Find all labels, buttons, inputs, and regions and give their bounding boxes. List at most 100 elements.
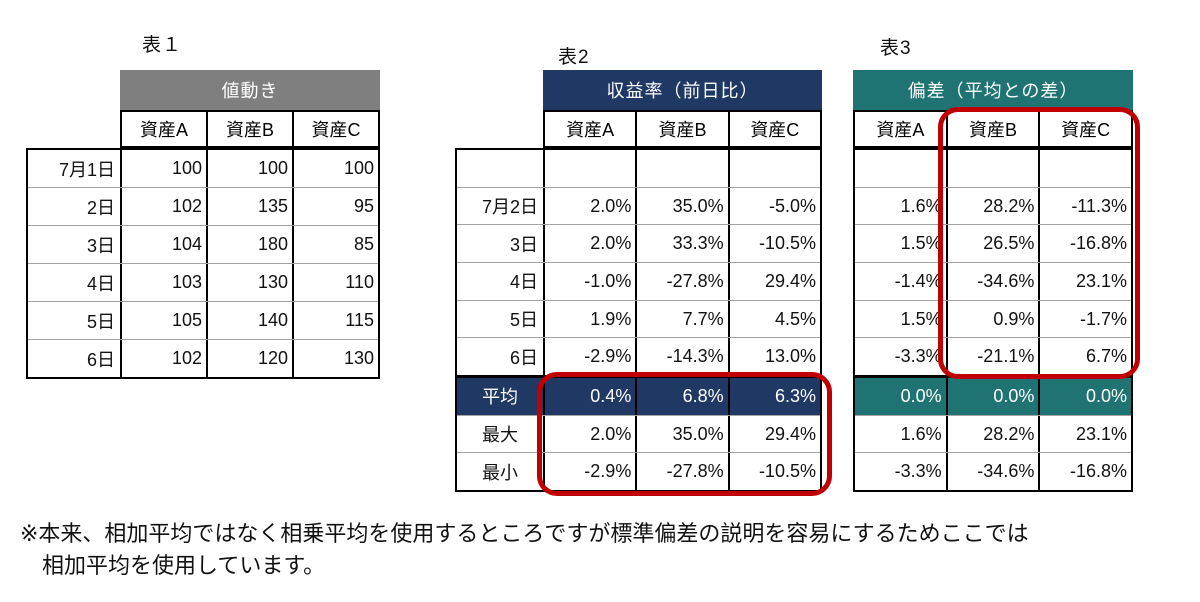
cell-value: 85 xyxy=(353,234,374,254)
cell-value: 35.0% xyxy=(637,415,730,453)
column-header: 資産A xyxy=(545,112,638,146)
cell-value: -34.6% xyxy=(948,453,1041,491)
cell-value: 6.3% xyxy=(774,385,816,406)
footnote-line2: 相加平均を使用しています。 xyxy=(42,552,326,578)
table-row: 平均 0.4% 6.8% 6.3% xyxy=(457,375,820,415)
table-row: 0.0% 0.0% 0.0% xyxy=(855,375,1131,415)
column-header: 資産C xyxy=(750,120,800,140)
table-row: 1.5% 0.9% -1.7% xyxy=(855,299,1131,338)
row-label: 5日 xyxy=(28,302,122,339)
cell-value: 4.5% xyxy=(774,308,816,329)
cell-value: -27.8% xyxy=(637,453,730,491)
table2-title: 表2 xyxy=(558,47,590,68)
table-row: 7月2日 2.0% 35.0% -5.0% xyxy=(457,186,820,225)
cell-value: 1.6% xyxy=(855,187,948,225)
column-header: 資産A xyxy=(855,112,948,146)
table-row: 7月1日 100 100 100 xyxy=(28,150,378,187)
cell-value: -14.3% xyxy=(637,338,730,376)
row-label: 7月2日 xyxy=(457,187,545,225)
row-label: 平均 xyxy=(457,378,545,415)
cell-value: 0.0% xyxy=(855,378,948,415)
cell-value: -3.3% xyxy=(855,338,948,376)
row-label: 3日 xyxy=(457,225,545,263)
cell-value: -2.9% xyxy=(545,338,638,376)
cell-value xyxy=(545,150,638,187)
row-label: 6日 xyxy=(457,338,545,376)
footnote: ※本来、相加平均ではなく相乗平均を使用するところですが標準偏差の説明を容易にする… xyxy=(20,518,1190,582)
cell-value xyxy=(730,150,820,187)
row-label xyxy=(457,150,545,187)
cell-value: 23.1% xyxy=(1075,423,1128,444)
cell-value xyxy=(948,150,1041,187)
row-label: 5日 xyxy=(457,300,545,338)
cell-value: 2.0% xyxy=(545,415,638,453)
cell-value: 33.3% xyxy=(637,225,730,263)
cell-value: -16.8% xyxy=(1069,461,1128,482)
cell-value: 95 xyxy=(353,196,374,216)
cell-value: -10.5% xyxy=(758,233,816,254)
table-row: 6日 -2.9% -14.3% 13.0% xyxy=(457,337,820,376)
cell-value: 0.0% xyxy=(948,378,1041,415)
table1-column-header-row: 資産A 資産B 資産C xyxy=(120,110,380,148)
table-row: 3日 2.0% 33.3% -10.5% xyxy=(457,224,820,263)
cell-value: 35.0% xyxy=(637,187,730,225)
cell-value xyxy=(855,150,948,187)
table-row: 1.6% 28.2% 23.1% xyxy=(855,414,1131,453)
footnote-line1: ※本来、相加平均ではなく相乗平均を使用するところですが標準偏差の説明を容易にする… xyxy=(20,521,1029,546)
cell-value: 13.0% xyxy=(764,346,816,367)
column-header: 資産C xyxy=(1061,120,1111,140)
column-header: 資産B xyxy=(948,112,1041,146)
cell-value: -10.5% xyxy=(758,461,816,482)
table2-body: 7月2日 2.0% 35.0% -5.0% 3日 2.0% 33.3% -10.5% 4日 -1.… xyxy=(455,148,822,492)
table3-body: 1.6% 28.2% -11.3% 1.5% 26.5% -16.8% -1.4% -34.6… xyxy=(853,148,1133,492)
table-row: 4日 -1.0% -27.8% 29.4% xyxy=(457,262,820,300)
table3-column-header-row: 資産A 資産B 資産C xyxy=(853,110,1133,148)
cell-value: 130 xyxy=(208,264,294,301)
table-row: 1.6% 28.2% -11.3% xyxy=(855,186,1131,225)
table2-header-band: 収益率（前日比） xyxy=(543,70,822,110)
cell-value: 115 xyxy=(345,310,374,330)
cell-value: 7.7% xyxy=(637,300,730,338)
cell-value: 26.5% xyxy=(948,225,1041,263)
cell-value: 102 xyxy=(122,188,208,225)
cell-value: -1.4% xyxy=(855,263,948,300)
table1-header-band: 値動き xyxy=(120,70,380,110)
table-row: -3.3% -21.1% 6.7% xyxy=(855,337,1131,376)
cell-value: -16.8% xyxy=(1069,233,1128,254)
cell-value: 2.0% xyxy=(545,225,638,263)
cell-value: -27.8% xyxy=(637,263,730,300)
table-row: -1.4% -34.6% 23.1% xyxy=(855,262,1131,300)
table1-body: 7月1日 100 100 100 2日 102 135 95 3日 104 180 85 4日 103 13… xyxy=(26,148,380,379)
cell-value: 29.4% xyxy=(764,270,816,291)
table3-title: 表3 xyxy=(880,38,912,59)
table-row: 最大 2.0% 35.0% 29.4% xyxy=(457,414,820,453)
row-label: 最小 xyxy=(457,453,545,491)
row-label: 4日 xyxy=(28,264,122,301)
table3-header-band: 偏差（平均との差） xyxy=(853,70,1133,110)
cell-value: 130 xyxy=(343,348,374,368)
cell-value: -21.1% xyxy=(948,338,1041,376)
cell-value: 104 xyxy=(122,226,208,263)
cell-value: 135 xyxy=(208,188,294,225)
cell-value: 102 xyxy=(122,340,208,377)
cell-value: 180 xyxy=(208,226,294,263)
cell-value: 0.0% xyxy=(1085,385,1128,406)
column-header: 資産B xyxy=(637,112,730,146)
table2-column-header-row: 資産A 資産B 資産C xyxy=(543,110,822,148)
column-header: 資産A xyxy=(122,112,208,146)
highlight-rect-table2-summary xyxy=(537,372,832,496)
row-label: 最大 xyxy=(457,415,545,453)
cell-value: -2.9% xyxy=(545,453,638,491)
cell-value xyxy=(637,150,730,187)
row-label: 6日 xyxy=(28,340,122,377)
table-row: 3日 104 180 85 xyxy=(28,225,378,263)
cell-value: 100 xyxy=(122,150,208,187)
cell-value: 6.8% xyxy=(637,378,730,415)
cell-value: -11.3% xyxy=(1071,195,1128,216)
cell-value: -34.6% xyxy=(948,263,1041,300)
column-header: 資産C xyxy=(311,120,361,140)
cell-value: 1.9% xyxy=(545,300,638,338)
cell-value: 6.7% xyxy=(1085,346,1128,367)
cell-value: 29.4% xyxy=(764,423,816,444)
cell-value: 1.5% xyxy=(855,225,948,263)
